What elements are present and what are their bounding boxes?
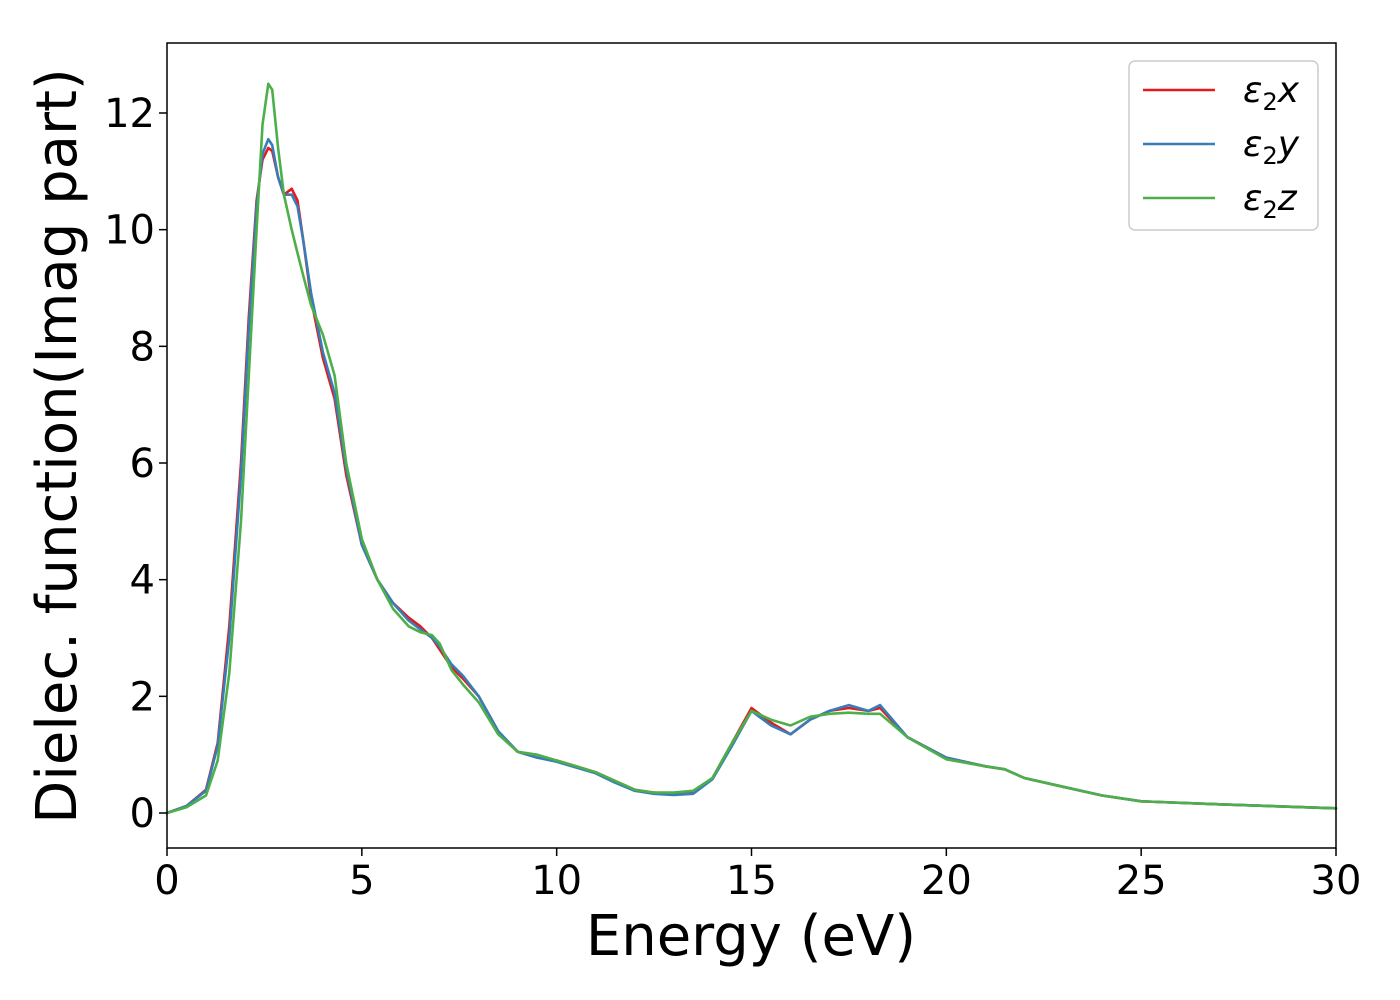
y-tick-label: 6 (130, 441, 155, 487)
y-tick-label: 12 (104, 91, 155, 137)
y-axis-ticks: 0 2 4 6 8 10 12 (104, 91, 167, 837)
x-tick-label: 20 (921, 858, 972, 904)
legend-label-2: ε2y (1243, 124, 1300, 170)
x-axis-label: Energy (eV) (586, 904, 916, 969)
y-tick-label: 8 (130, 324, 155, 370)
legend: ε2x ε2y ε2z (1128, 60, 1319, 231)
x-axis-ticks: 0 5 10 15 20 25 30 (154, 848, 1361, 904)
x-tick-label: 10 (531, 858, 582, 904)
x-tick-label: 5 (349, 858, 374, 904)
x-tick-label: 30 (1311, 858, 1362, 904)
x-tick-label: 25 (1116, 858, 1167, 904)
legend-label-1: ε2x (1243, 70, 1300, 116)
legend-box (1128, 60, 1319, 231)
x-tick-label: 0 (154, 858, 179, 904)
series-layer (165, 82, 1338, 815)
legend-label-3: ε2z (1243, 178, 1298, 224)
x-tick-label: 15 (726, 858, 777, 904)
y-tick-label: 0 (130, 791, 155, 837)
y-tick-label: 10 (104, 208, 155, 254)
y-axis-label: Dielec. function(Imag part) (25, 68, 90, 824)
series-line-2 (165, 137, 1338, 815)
series-line-3 (165, 82, 1338, 815)
y-tick-label: 4 (130, 558, 155, 604)
y-tick-label: 2 (130, 674, 155, 720)
